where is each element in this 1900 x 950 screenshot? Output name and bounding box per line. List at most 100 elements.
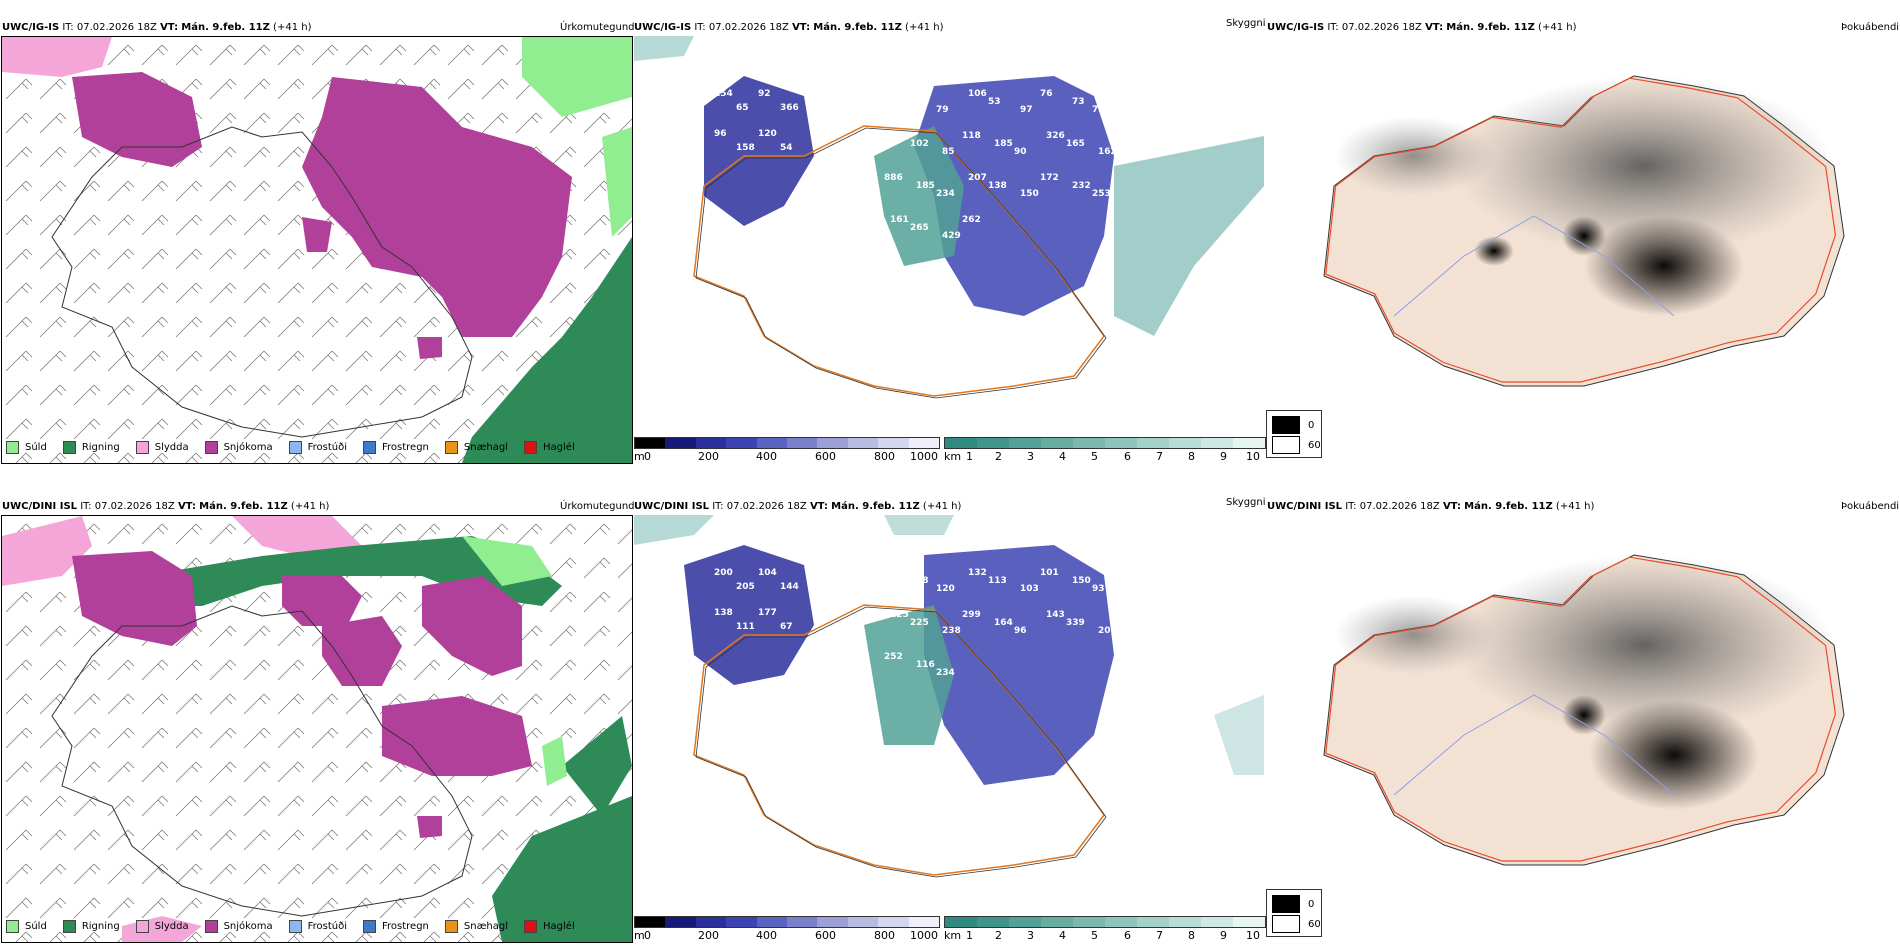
scale-tick: 200 [698,450,719,463]
precip-map-svg [2,516,632,942]
row2-vt-label-mid: VT: [809,501,828,512]
rain-area [317,37,632,463]
row2-header-right: UWC/DINI ISL IT: 07.02.2026 18Z VT: Mán.… [1267,501,1594,513]
scale-swatch [1137,438,1169,448]
visibility-value-label: 120 [758,129,777,139]
row2-scale-km: km 1 2 3 4 5 6 7 8 9 10 [944,916,1266,942]
legend-swatch [363,440,376,454]
visibility-value-label: 886 [884,173,903,183]
scale-swatch [817,917,848,927]
scale-swatch [756,917,788,927]
row1-scale-m: m 0 200 400 600 800 1000 [634,437,940,463]
visibility-value-label: 238 [942,626,961,636]
scale-tick: 1 [966,450,973,463]
legend-label: Frostúði [307,441,347,453]
scale-swatch [847,917,879,927]
scale-swatch [817,438,848,448]
scale-swatch [878,917,909,927]
scale-tick: 1000 [910,929,938,942]
row1-visibility-title: Skyggni [1226,18,1266,29]
visibility-labels: 2002051041441381111776769681201321131031… [714,568,1117,678]
scale-tick: 2 [995,929,1002,942]
visibility-value-label: 232 [1072,181,1091,191]
road-network [693,125,1105,397]
row2-visibility-map: 200 205 104 144 138 111 177 67 69 68 120 132 113 103 1… [634,515,1264,910]
legend-label: Slydda [154,441,189,453]
row1-header-mid: UWC/IG-IS IT: 07.02.2026 18Z VT: Mán. 9.… [634,22,943,34]
scale-unit: m [634,929,645,942]
scale-swatch [977,438,1009,448]
visibility-value-label: 67 [780,622,793,632]
row1-it-label-right: IT: [1327,22,1339,33]
fog-swatch [1272,915,1300,933]
row1-vt-value-mid: Mán. 9.feb. 11Z [813,22,902,33]
visibility-value-label: 339 [1066,618,1085,628]
scale-swatch [787,917,818,927]
row2-it-value-mid: 07.02.2026 18Z [726,501,807,512]
visibility-value-label: 125 [890,610,909,620]
scale-tick: 8 [1188,929,1195,942]
scale-swatch [665,917,696,927]
visibility-value-label: 73 [1072,97,1085,107]
visibility-value-label: 366 [780,103,799,113]
visibility-value-label: 299 [962,610,981,620]
visibility-value-label: 265 [910,223,929,233]
fog-map-svg [1323,554,1845,866]
scale-swatch [1169,438,1201,448]
visibility-value-label: 262 [962,215,981,225]
visibility-value-label: 252 [884,652,903,662]
scale-tick: 6 [1124,450,1131,463]
scale-unit: km [944,450,962,463]
legend-item: Haglél [524,919,575,933]
row2-vt-value-right: Mán. 9.feb. 11Z [1464,501,1553,512]
scale-tick: 600 [815,450,836,463]
visibility-value-label: 429 [942,231,961,241]
visibility-value-label: 111 [736,622,755,632]
fog-map-svg [1323,75,1845,387]
legend-label: Snæhagl [463,920,509,932]
visibility-value-label: 165 [1066,139,1085,149]
scale-swatch [635,917,666,927]
row2-it-label-right: IT: [1345,501,1357,512]
scale-swatch [635,438,666,448]
scale-unit: m [634,450,645,463]
scale-tick: 9 [1220,929,1227,942]
scale-tick: 200 [698,929,719,942]
visibility-value-label: 177 [758,608,777,618]
row1-vt-label-right: VT: [1425,22,1444,33]
visibility-value-label: 99 [916,97,929,107]
visibility-value-label: 201 [1098,626,1117,636]
scale-swatch [695,917,727,927]
legend-swatch [204,919,218,933]
visibility-labels: 1546592366961581205487997910653977673721… [714,89,1117,241]
scale-tick: 800 [874,450,895,463]
legend-label: Slydda [154,920,189,932]
scale-swatch [1009,438,1041,448]
visibility-value-label: 106 [890,131,909,141]
row1-visibility-map: 154 65 92 366 96 158 120 54 87 99 79 106 53 97 76 73 72 1… [634,36,1264,431]
scale-swatch [1041,438,1073,448]
visibility-value-label: 90 [1014,147,1027,157]
row1-vt-label-mid: VT: [792,22,811,33]
row2-visibility-title: Skyggni [1226,497,1266,508]
scale-bar-km [944,916,1266,928]
visibility-value-label: 205 [736,582,755,592]
scale-tick: 0 [644,450,651,463]
row2-vt-value: Mán. 9.feb. 11Z [199,501,288,512]
row1-model-mid: UWC/IG-IS [634,22,692,33]
row2-model: UWC/DINI ISL [2,501,78,512]
scale-tick: 1000 [910,450,938,463]
scale-swatch [945,917,977,927]
row1-lead: (+41 h) [273,22,312,33]
visibility-value-label: 72 [1092,105,1105,115]
row2-vt-value-mid: Mán. 9.feb. 11Z [831,501,920,512]
scale-tick: 600 [815,929,836,942]
scale-swatch [1009,917,1041,927]
visibility-value-label: 120 [936,584,955,594]
legend-item: Frostúði [288,440,347,454]
fog-swatch [1272,416,1300,434]
scale-tick: 8 [1188,450,1195,463]
visibility-value-label: 234 [936,668,955,678]
row2-header-left: UWC/DINI ISL IT: 07.02.2026 18Z VT: Mán.… [2,501,329,513]
visibility-value-label: 79 [936,105,949,115]
